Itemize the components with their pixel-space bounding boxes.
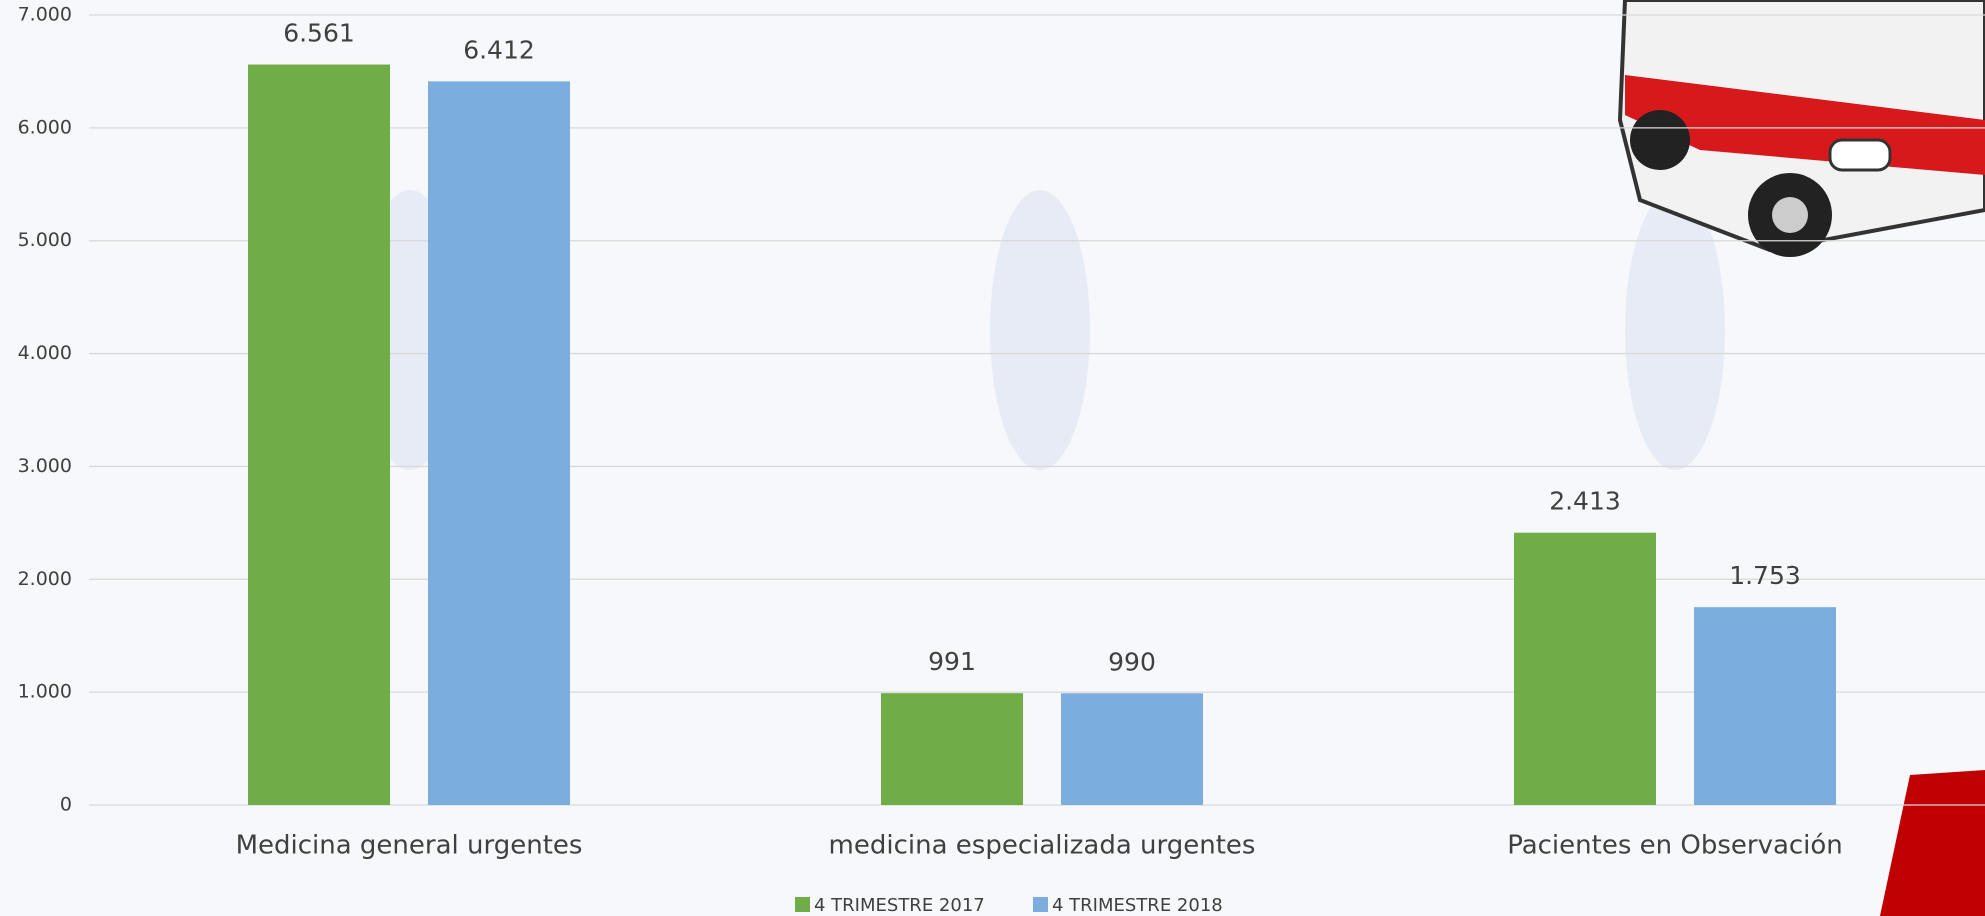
- data-label: 6.561: [283, 19, 355, 48]
- legend-swatch: [795, 897, 810, 912]
- y-tick-label: 0: [60, 794, 72, 816]
- x-tick-label: medicina especializada urgentes: [829, 831, 1256, 861]
- bar: [1514, 533, 1656, 805]
- bar: [428, 81, 570, 805]
- bar: [881, 693, 1023, 805]
- data-label: 991: [928, 647, 976, 676]
- y-tick-label: 6.000: [18, 116, 72, 138]
- bar: [1694, 607, 1836, 805]
- bar: [1061, 693, 1203, 805]
- y-tick-label: 1.000: [18, 681, 72, 703]
- legend-label: 4 TRIMESTRE 2018: [1052, 895, 1223, 916]
- data-label: 990: [1108, 647, 1156, 676]
- y-tick-label: 2.000: [18, 568, 72, 590]
- y-tick-label: 4.000: [18, 342, 72, 364]
- legend-label: 4 TRIMESTRE 2017: [814, 895, 985, 916]
- chart: 0 1.000 2.000 3.000 4.000 5.000 6.000 7.000 Medi…: [0, 0, 1985, 916]
- legend-swatch: [1033, 897, 1048, 912]
- x-tick-label: Pacientes en Observación: [1507, 831, 1843, 861]
- bar: [248, 65, 390, 805]
- y-tick-label: 5.000: [18, 229, 72, 251]
- data-label: 2.413: [1549, 487, 1621, 516]
- y-tick-label: 3.000: [18, 455, 72, 477]
- x-tick-label: Medicina general urgentes: [236, 831, 583, 861]
- data-label: 6.412: [463, 35, 535, 64]
- data-label: 1.753: [1729, 561, 1801, 590]
- y-tick-label: 7.000: [18, 4, 72, 26]
